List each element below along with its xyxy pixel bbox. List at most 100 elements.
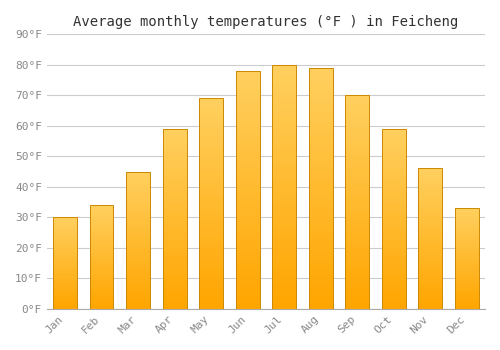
Bar <box>309 178 332 183</box>
Bar <box>236 76 260 80</box>
Bar <box>382 276 406 280</box>
Bar <box>54 254 77 256</box>
Bar <box>90 205 114 207</box>
Bar <box>418 300 442 303</box>
Bar <box>126 226 150 229</box>
Bar <box>272 109 296 114</box>
Bar <box>163 176 186 179</box>
Bar <box>455 210 478 212</box>
Bar <box>163 154 186 158</box>
Bar <box>200 292 223 296</box>
Bar <box>236 195 260 200</box>
Bar <box>163 165 186 168</box>
Bar <box>309 155 332 159</box>
Bar <box>272 187 296 192</box>
Bar <box>90 246 114 248</box>
Bar <box>455 301 478 303</box>
Bar <box>309 265 332 270</box>
Bar <box>126 207 150 210</box>
Bar <box>126 292 150 295</box>
Bar <box>200 140 223 145</box>
Bar <box>54 245 77 246</box>
Bar <box>382 183 406 187</box>
Bar <box>126 248 150 251</box>
Bar <box>272 172 296 177</box>
Bar <box>455 214 478 216</box>
Bar <box>455 297 478 299</box>
Bar <box>126 289 150 292</box>
Bar <box>126 265 150 268</box>
Bar <box>418 171 442 174</box>
Bar <box>200 296 223 300</box>
Bar <box>309 77 332 82</box>
Bar <box>54 246 77 248</box>
Bar <box>272 123 296 128</box>
Bar <box>126 215 150 218</box>
Bar <box>455 230 478 232</box>
Bar <box>54 221 77 223</box>
Bar <box>418 168 442 309</box>
Bar <box>126 276 150 279</box>
Bar <box>309 251 332 256</box>
Bar <box>163 266 186 269</box>
Bar <box>382 154 406 158</box>
Bar <box>200 149 223 153</box>
Bar <box>382 150 406 154</box>
Bar <box>272 182 296 187</box>
Bar <box>126 257 150 259</box>
Bar <box>200 225 223 229</box>
Bar <box>272 289 296 294</box>
Bar <box>382 165 406 168</box>
Bar <box>418 182 442 185</box>
Bar <box>418 244 442 247</box>
Bar <box>54 225 77 226</box>
Bar <box>455 289 478 290</box>
Bar <box>382 140 406 143</box>
Bar <box>236 290 260 294</box>
Bar <box>200 304 223 309</box>
Bar <box>382 280 406 284</box>
Bar <box>418 205 442 208</box>
Bar <box>200 241 223 246</box>
Bar <box>346 172 369 176</box>
Bar <box>272 138 296 143</box>
Bar <box>455 250 478 252</box>
Bar <box>455 268 478 271</box>
Bar <box>163 194 186 197</box>
Bar <box>309 68 332 73</box>
Bar <box>382 237 406 240</box>
Bar <box>346 219 369 223</box>
Bar <box>272 206 296 211</box>
Bar <box>90 257 114 259</box>
Bar <box>163 301 186 305</box>
Bar <box>236 299 260 304</box>
Bar <box>54 279 77 281</box>
Bar <box>54 223 77 225</box>
Bar <box>346 215 369 219</box>
Bar <box>272 240 296 245</box>
Bar <box>418 174 442 177</box>
Bar <box>272 114 296 119</box>
Bar <box>382 143 406 147</box>
Bar <box>455 262 478 265</box>
Bar <box>200 300 223 304</box>
Bar <box>163 222 186 226</box>
Bar <box>309 299 332 304</box>
Bar <box>455 293 478 295</box>
Bar <box>90 242 114 244</box>
Bar <box>309 183 332 188</box>
Bar <box>309 131 332 135</box>
Bar <box>90 214 114 216</box>
Bar <box>200 220 223 225</box>
Bar <box>346 168 369 172</box>
Bar <box>382 305 406 309</box>
Bar <box>200 199 223 204</box>
Bar <box>54 217 77 219</box>
Bar <box>418 258 442 261</box>
Bar <box>200 166 223 170</box>
Bar <box>54 300 77 301</box>
Bar <box>200 275 223 279</box>
Bar <box>455 266 478 268</box>
Bar <box>200 103 223 107</box>
Bar <box>126 210 150 213</box>
